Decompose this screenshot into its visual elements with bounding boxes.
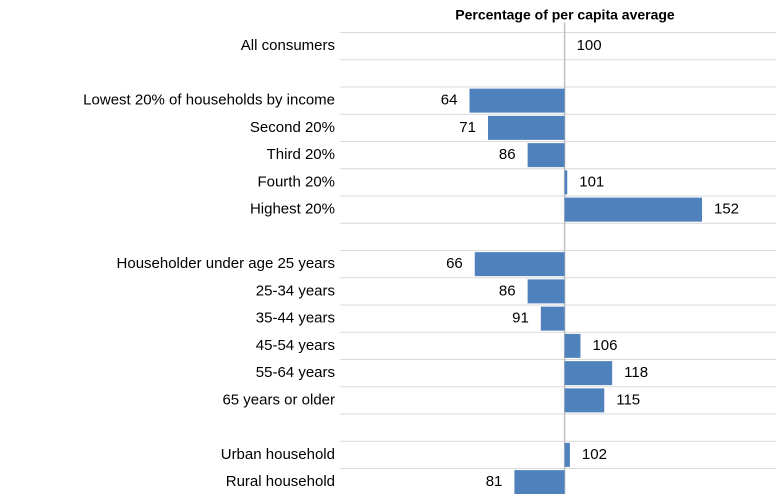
category-label: 45-54 years [256,337,335,354]
bar [564,388,605,413]
value-label: 91 [512,310,529,327]
value-label: 81 [486,473,503,490]
value-label: 118 [624,364,648,381]
value-label: 71 [459,119,476,136]
bar [474,252,565,277]
bar [487,115,565,140]
bar [527,143,565,168]
category-label: Lowest 20% of households by income [83,92,335,109]
value-label: 100 [577,37,602,54]
value-label: 86 [499,146,516,163]
bar [564,197,703,222]
bar [469,88,565,113]
category-label: Urban household [221,446,335,463]
category-label: Householder under age 25 years [117,255,335,272]
category-label: All consumers [241,37,335,54]
bar [527,279,565,304]
bar [514,470,565,494]
category-label: Rural household [226,473,335,490]
category-label: 65 years or older [222,391,335,408]
bar [564,442,570,467]
category-label: Highest 20% [250,201,335,218]
value-label: 152 [714,201,739,218]
value-label: 106 [592,337,617,354]
value-label: 115 [616,391,640,408]
value-label: 102 [582,446,607,463]
category-label: 55-64 years [256,364,335,381]
chart-title: Percentage of per capita average [455,7,675,23]
category-label: 25-34 years [256,282,335,299]
category-label: Third 20% [267,146,335,163]
value-label: 64 [441,92,458,109]
bar [540,306,565,331]
category-label: 35-44 years [256,310,335,327]
bar [564,170,568,195]
value-label: 86 [499,282,516,299]
category-label: Fourth 20% [257,173,335,190]
value-label: 101 [579,173,604,190]
category-label: Second 20% [250,119,335,136]
value-label: 66 [446,255,463,272]
bar [564,361,613,386]
bar [564,333,581,358]
